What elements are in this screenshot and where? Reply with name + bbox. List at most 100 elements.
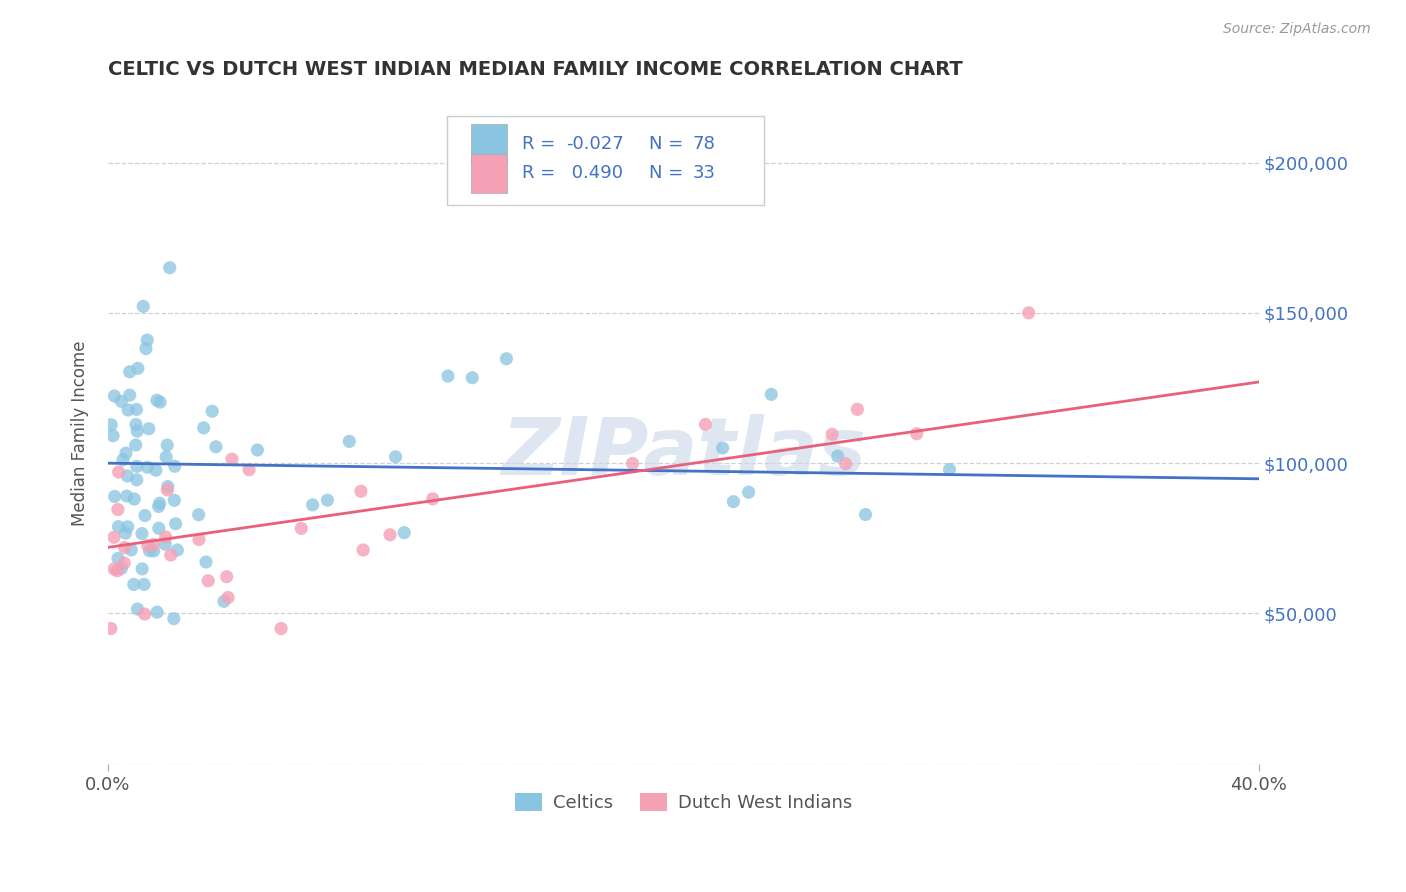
Point xyxy=(394,525,416,540)
Point xyxy=(316,493,339,508)
Point xyxy=(138,422,160,436)
Point xyxy=(711,441,734,455)
Point xyxy=(461,370,484,384)
Point xyxy=(118,365,141,379)
Point xyxy=(114,526,136,541)
Point xyxy=(107,551,129,566)
Point xyxy=(350,484,373,499)
Point xyxy=(142,537,165,551)
Point xyxy=(215,570,238,584)
Point xyxy=(127,361,149,376)
Point xyxy=(723,494,745,508)
FancyBboxPatch shape xyxy=(471,154,508,193)
Point xyxy=(301,498,323,512)
Point xyxy=(127,424,149,438)
Text: R =: R = xyxy=(522,135,561,153)
Point xyxy=(124,491,146,506)
Point xyxy=(145,463,167,477)
Point xyxy=(134,508,156,523)
Text: Source: ZipAtlas.com: Source: ZipAtlas.com xyxy=(1223,22,1371,37)
Point xyxy=(834,457,856,471)
Point xyxy=(146,393,169,408)
Point xyxy=(156,479,179,493)
Point xyxy=(125,438,148,452)
Point xyxy=(270,622,292,636)
Point xyxy=(148,521,170,535)
Point xyxy=(127,602,149,616)
Point xyxy=(621,457,644,471)
Text: CELTIC VS DUTCH WEST INDIAN MEDIAN FAMILY INCOME CORRELATION CHART: CELTIC VS DUTCH WEST INDIAN MEDIAN FAMIL… xyxy=(108,60,963,78)
Text: ZIPatlas: ZIPatlas xyxy=(501,414,866,492)
Point xyxy=(938,462,960,476)
Point xyxy=(737,485,759,500)
Point xyxy=(846,402,869,417)
Text: 33: 33 xyxy=(693,164,716,183)
Point xyxy=(132,577,155,591)
Point xyxy=(118,388,141,402)
Point xyxy=(156,438,179,452)
Point xyxy=(159,548,181,562)
Point xyxy=(495,351,517,366)
Point xyxy=(221,452,243,467)
Point xyxy=(125,459,148,474)
Point xyxy=(337,434,360,449)
Point xyxy=(193,421,215,435)
Text: 0.490: 0.490 xyxy=(567,164,623,183)
Point xyxy=(100,622,122,636)
Point xyxy=(163,612,186,626)
Point xyxy=(125,402,148,417)
Point xyxy=(138,543,160,558)
Point xyxy=(131,526,153,541)
Point xyxy=(100,417,122,432)
Point xyxy=(217,591,239,605)
Point xyxy=(142,544,165,558)
Point xyxy=(352,543,374,558)
Point xyxy=(117,403,139,417)
Point xyxy=(110,561,132,575)
Text: N =: N = xyxy=(650,164,689,183)
Point xyxy=(159,260,181,275)
Point xyxy=(132,299,155,313)
Point xyxy=(384,450,406,464)
Point xyxy=(103,389,125,403)
FancyBboxPatch shape xyxy=(447,116,763,205)
Text: -0.027: -0.027 xyxy=(567,135,624,153)
Point xyxy=(212,594,235,608)
Legend: Celtics, Dutch West Indians: Celtics, Dutch West Indians xyxy=(506,783,860,821)
Point xyxy=(205,440,228,454)
Point xyxy=(197,574,219,588)
Point xyxy=(135,342,157,356)
FancyBboxPatch shape xyxy=(471,124,508,163)
Point xyxy=(111,452,134,467)
Point xyxy=(156,483,179,497)
Point xyxy=(155,537,177,551)
Point xyxy=(117,469,139,483)
Point xyxy=(155,450,177,464)
Point xyxy=(437,369,460,384)
Point xyxy=(827,449,849,463)
Point xyxy=(110,394,132,409)
Point xyxy=(149,395,172,409)
Point xyxy=(238,463,260,477)
Point xyxy=(103,530,125,544)
Text: R =: R = xyxy=(522,164,561,183)
Point xyxy=(163,493,186,508)
Point xyxy=(165,516,187,531)
Point xyxy=(188,533,211,547)
Point xyxy=(104,490,127,504)
Point xyxy=(103,562,125,576)
Point xyxy=(761,387,783,401)
Point xyxy=(115,489,138,503)
Point xyxy=(163,459,186,474)
Point xyxy=(115,446,138,460)
Point xyxy=(422,491,444,506)
Point xyxy=(107,465,129,479)
Point xyxy=(1018,306,1040,320)
Point xyxy=(166,543,188,558)
Point xyxy=(136,333,159,347)
Point xyxy=(695,417,717,432)
Point xyxy=(149,496,172,510)
Point xyxy=(148,500,170,514)
Point xyxy=(107,502,129,516)
Point xyxy=(117,520,139,534)
